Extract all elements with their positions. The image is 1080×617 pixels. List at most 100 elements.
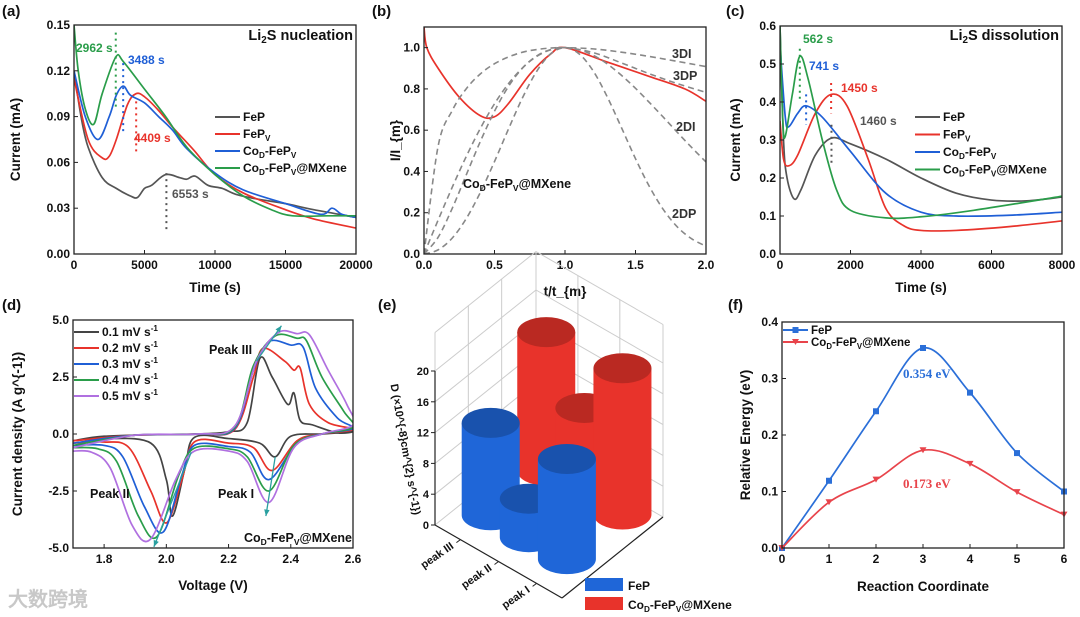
x-tick-label: 4000 [908, 258, 935, 272]
y-tick-label: 0.0 [52, 427, 69, 441]
y-tick-label: 0.4 [759, 95, 776, 109]
bar-body [593, 368, 652, 530]
x-axis-title: Reaction Coordinate [857, 579, 990, 594]
bar-top [537, 444, 596, 474]
y-tick-label: 0.1 [759, 209, 776, 223]
annotation: Peak II [90, 487, 130, 501]
model-curve-label: 3DI [672, 47, 691, 61]
peak-label: 6553 s [172, 187, 209, 201]
legend-label: FeP [943, 110, 965, 124]
legend-swatch [585, 597, 623, 610]
y-tick-label: 0.3 [761, 372, 778, 386]
series-line [780, 26, 1062, 220]
series-line [74, 70, 356, 219]
model-curve-label: 2DI [676, 120, 695, 134]
legend-label: CoD​-FePV​@MXene [943, 163, 1047, 179]
arrow-head [275, 325, 282, 333]
legend-label: 0.5 mV s-1​ [102, 388, 158, 403]
energy-barrier-label: 0.354 eV [903, 366, 951, 381]
series-line [780, 26, 1062, 202]
legend-label: FeP [628, 579, 650, 593]
y-tick-label: 0.06 [47, 155, 71, 169]
x-tick-label: 0 [779, 552, 786, 566]
z-tick-label: 4 [423, 489, 430, 501]
series-line [424, 27, 706, 120]
x-tick-label: 8000 [1049, 258, 1076, 272]
legend-label: CoD​-FePV​ [243, 144, 297, 160]
x-tick-label: 2.6 [345, 552, 362, 566]
y-tick-label: 0.2 [761, 428, 778, 442]
y-tick-label: 0.0 [759, 247, 776, 261]
chart-title: Li2​S nucleation [248, 28, 353, 46]
data-point-marker [825, 499, 833, 506]
panel-letter: (f) [728, 297, 743, 314]
x-tick-label: 2000 [837, 258, 864, 272]
y-tick-label: 0.6 [403, 123, 420, 137]
watermark: 大数跨境 [8, 587, 88, 611]
series-line [424, 46, 706, 254]
bar-top [517, 317, 576, 348]
z-tick-label: 20 [417, 366, 429, 378]
x-tick-label: 20000 [339, 258, 373, 272]
x-tick-label: 1.5 [627, 258, 644, 272]
x-tick-label: 1 [826, 552, 833, 566]
bar-body [537, 459, 596, 575]
x-tick-label: 1.0 [557, 258, 574, 272]
x-tick-label: 2.0 [698, 258, 715, 272]
x-tick-label: 5000 [131, 258, 158, 272]
x-tick-label: 6 [1061, 552, 1068, 566]
legend-label: FePV​ [243, 127, 271, 143]
data-point-marker [872, 476, 880, 483]
series-line [780, 93, 1062, 232]
series-line [73, 329, 353, 543]
x-tick-label: 2.2 [220, 552, 237, 566]
bar-top [593, 353, 652, 384]
y-tick-label: 0.4 [761, 315, 778, 329]
z-tick-label: 12 [417, 428, 429, 440]
grid-line [434, 289, 537, 372]
y-tick-label: 0.1 [761, 485, 778, 499]
x-axis-title: Voltage (V) [178, 578, 248, 593]
annotation: Peak I [218, 487, 254, 501]
legend-label: CoD​-FePV​ [943, 145, 997, 161]
bar-fep [537, 444, 596, 575]
panel-letter: (e) [378, 297, 396, 314]
x-tick-label: 0.0 [416, 258, 433, 272]
y-tick-label: 0.6 [759, 19, 776, 33]
y-tick-label: 0.8 [403, 82, 420, 96]
legend-label: CoD​-FePV​@MXene [243, 161, 347, 177]
y-axis-title: Current (mA) [728, 98, 743, 181]
data-point-marker [1014, 450, 1020, 457]
legend-label: 0.3 mV s-1​ [102, 356, 158, 371]
z-tick-label: 8 [423, 458, 429, 470]
x-tick-label: 2.4 [282, 552, 299, 566]
x-tick-label: 0 [777, 258, 784, 272]
y-axis-title: Current (mA) [8, 98, 23, 181]
y-axis-title: Relative Energy (eV) [738, 370, 753, 501]
legend-marker [792, 339, 799, 345]
y-axis-title: I/I_{m} [388, 119, 403, 161]
y-tick-label: 0.00 [47, 247, 71, 261]
trend-arrow [265, 456, 276, 517]
bar-codfepvmxene [593, 353, 652, 530]
y-tick-label: 5.0 [52, 313, 69, 327]
peak-label: 1450 s [841, 81, 878, 95]
peak-label: 741 s [809, 59, 839, 73]
y-tick-label: 0.0 [761, 541, 778, 555]
bar-top [461, 407, 520, 438]
category-tick [494, 561, 499, 565]
x-tick-label: 2 [873, 552, 880, 566]
category-tick [532, 583, 537, 587]
y-tick-label: 0.0 [403, 247, 420, 261]
legend-swatch [585, 578, 623, 591]
y-tick-label: 0.3 [759, 133, 776, 147]
panel-a: (a) 0 5000 10000 15000 20000 0.00 0.03 0.06 0.09 0… [2, 3, 373, 295]
annotation: CoD​-FePV​@MXene [244, 531, 352, 547]
panel-letter: (c) [726, 3, 744, 20]
data-point-marker [1013, 489, 1021, 496]
grid-line [535, 289, 664, 364]
grid-line [434, 251, 537, 333]
x-axis-title: Time (s) [189, 280, 241, 295]
x-tick-label: 6000 [978, 258, 1005, 272]
